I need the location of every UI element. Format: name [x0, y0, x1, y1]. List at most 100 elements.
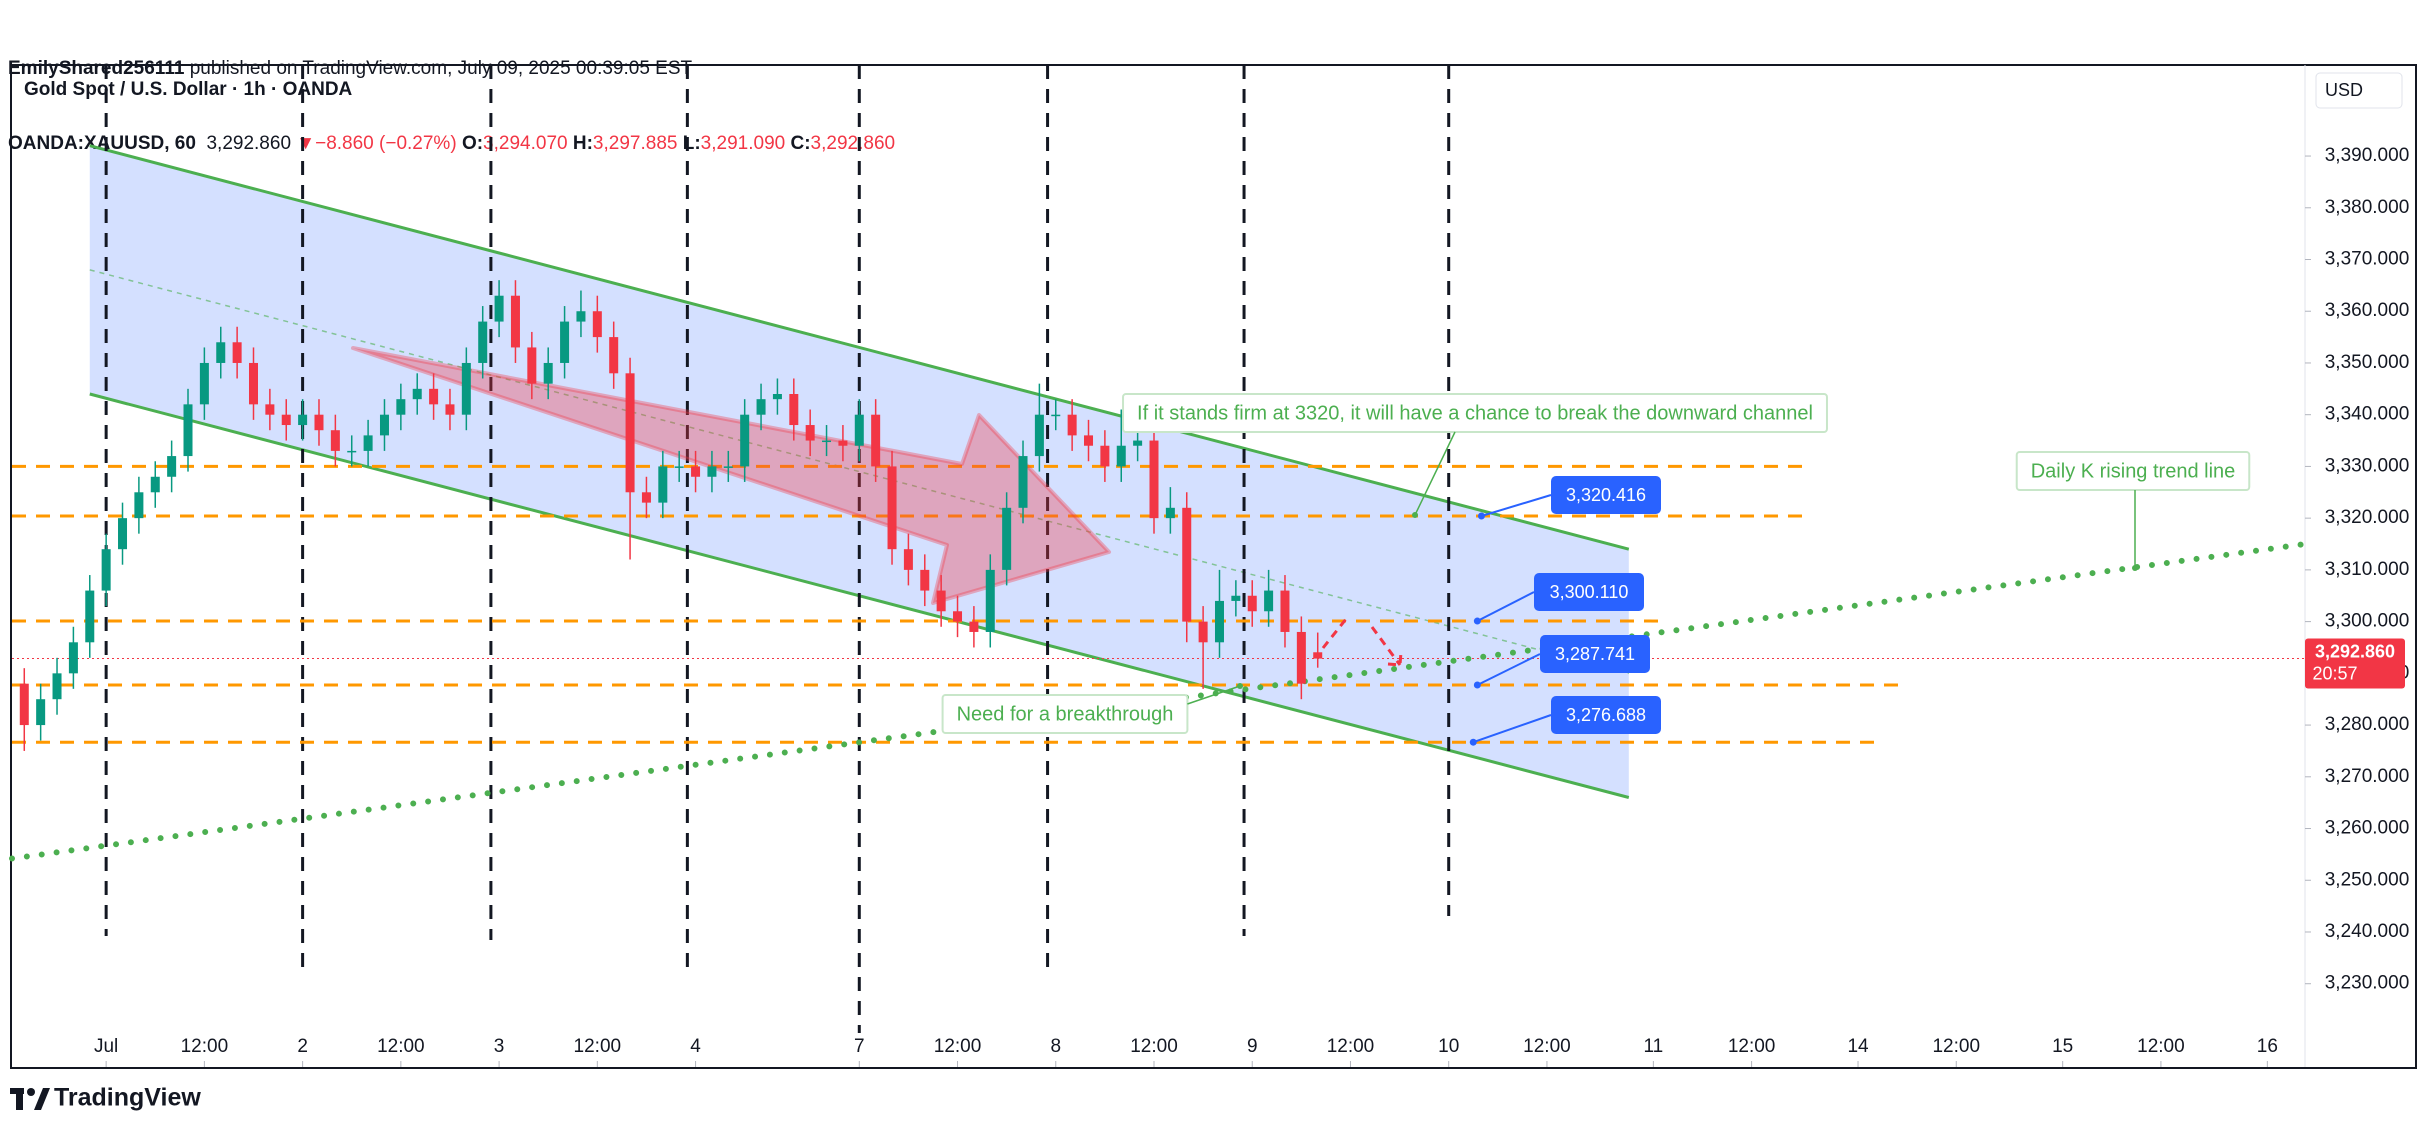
channel-upper	[89, 144, 1630, 551]
x-tick-label: 12:00	[377, 1036, 425, 1057]
candle-body	[691, 466, 701, 477]
ohlc-value: 3,292.860	[810, 133, 896, 154]
candle-body	[625, 373, 635, 493]
price-label: 3,300.110	[1550, 582, 1629, 602]
x-tick-label: 12:00	[181, 1036, 229, 1057]
candle-body	[330, 430, 340, 451]
ohlc-key: H:	[572, 133, 593, 154]
channel-fill	[89, 145, 1629, 798]
brand[interactable]: TradingView	[54, 1084, 201, 1112]
x-tick-label: 7	[854, 1036, 865, 1057]
label-anchor	[1469, 738, 1477, 746]
candle-body	[150, 476, 160, 493]
label-anchor	[1473, 681, 1481, 689]
candle-body	[969, 621, 979, 632]
candle-body	[854, 414, 864, 446]
y-tick-label: 3,360.000	[2325, 300, 2410, 321]
y-tick-label: 3,240.000	[2325, 921, 2410, 942]
x-tick-label: 10	[1438, 1036, 1459, 1057]
x-tick-label: 12:00	[1327, 1036, 1375, 1057]
candle-body	[461, 362, 471, 415]
candle-body	[1149, 440, 1159, 519]
y-tick-label: 3,250.000	[2325, 869, 2410, 890]
candle-body	[19, 683, 29, 726]
candle-body	[887, 466, 897, 550]
trend-arrow	[351, 346, 1111, 605]
published: published on TradingView.com, July 09, 2…	[184, 58, 693, 79]
ohlc-value: 3,291.090	[700, 133, 786, 154]
change: −8.860 (−0.27%)	[315, 133, 457, 154]
candle-body	[1296, 631, 1306, 684]
label-anchor	[1477, 512, 1485, 520]
annotation-anchor	[1412, 512, 1418, 518]
y-tick-label: 3,320.000	[2325, 507, 2410, 528]
annotation: Daily K rising trend line	[2031, 460, 2236, 482]
candle-body	[134, 492, 144, 519]
candle-body	[478, 321, 488, 363]
background-layer	[12, 65, 2305, 1033]
candle-body	[494, 295, 504, 322]
candle-body	[609, 337, 619, 374]
candle-body	[1280, 590, 1290, 632]
y-tick-label: 3,230.000	[2325, 973, 2410, 994]
candle-body	[592, 311, 602, 338]
logo-part	[16, 1088, 23, 1110]
x-tick-label: 12:00	[1130, 1036, 1178, 1057]
candle-body	[412, 388, 422, 400]
x-tick-label: 12:00	[934, 1036, 982, 1057]
annotation-box	[941, 694, 1189, 734]
candle-body	[347, 450, 357, 453]
x-tick-label: 12:00	[1932, 1036, 1980, 1057]
currency-box[interactable]	[2315, 72, 2403, 109]
x-tick-label: 9	[1247, 1036, 1258, 1057]
red-dash-arrow	[1370, 626, 1403, 667]
symbol-line: OANDA:XAUUSD, 60 3,292.860 ▼−8.860 (−0.2…	[8, 131, 895, 156]
candle-body	[527, 347, 537, 384]
foreground-layer: 3,230.000 3,240.000 3,250.000 3,260.000 3,27…	[9, 145, 2410, 1067]
candle-body	[641, 492, 651, 503]
price-label: 3,287.741	[1555, 644, 1635, 664]
candle-body	[985, 569, 995, 632]
header: EmilyShared256111 published on TradingVi…	[8, 6, 895, 181]
x-tick-label: 3	[494, 1036, 505, 1057]
candle-body	[756, 399, 766, 415]
candle-body	[543, 362, 553, 384]
x-tick-label: 15	[2052, 1036, 2073, 1057]
author[interactable]: EmilyShared256111	[8, 58, 185, 79]
candle-body	[167, 456, 177, 477]
price-label: 3,276.688	[1566, 705, 1646, 725]
candle-body	[232, 342, 242, 363]
candle-body	[298, 414, 308, 426]
red-dash-arrow	[1321, 618, 1348, 649]
candle-body	[1133, 440, 1143, 446]
candle-body	[953, 611, 963, 622]
candle-body	[363, 435, 373, 451]
last-price-box	[2305, 638, 2405, 689]
candle-body	[1002, 507, 1012, 570]
y-tick-label: 3,280.000	[2325, 714, 2410, 735]
candle-body	[101, 549, 111, 591]
candle-body	[52, 673, 62, 700]
logo-part	[34, 1088, 50, 1110]
candle-body	[658, 466, 668, 503]
candle-body	[396, 399, 406, 415]
currency: USD	[2325, 80, 2363, 100]
price-label-box	[1540, 635, 1650, 673]
candle-body	[1231, 595, 1241, 601]
candle-body	[822, 440, 832, 443]
candle-body	[1034, 414, 1044, 457]
candle-body	[1165, 507, 1175, 519]
label-connector	[1476, 591, 1535, 622]
arrow: ▼	[296, 133, 316, 154]
ohlc-value: 3,294.070	[483, 133, 568, 154]
annotation-anchor	[2132, 565, 2138, 571]
candle-body	[838, 440, 848, 446]
price-label-box	[1551, 476, 1661, 514]
candle-body	[920, 569, 930, 591]
candle-body	[1018, 456, 1028, 508]
candle-body	[445, 404, 455, 415]
candle-body	[576, 311, 586, 322]
y-tick-label: 3,340.000	[2325, 404, 2410, 425]
publish-line: EmilyShared256111 published on TradingVi…	[8, 56, 895, 81]
y-tick-label: 3,300.000	[2325, 611, 2410, 632]
